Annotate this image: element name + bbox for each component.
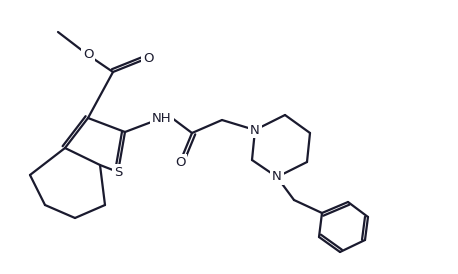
Text: O: O [143, 52, 153, 64]
Text: N: N [250, 124, 260, 136]
Text: NH: NH [152, 112, 172, 124]
Text: O: O [83, 48, 93, 61]
Text: N: N [272, 170, 282, 184]
Text: S: S [114, 165, 122, 178]
Text: O: O [175, 156, 185, 169]
